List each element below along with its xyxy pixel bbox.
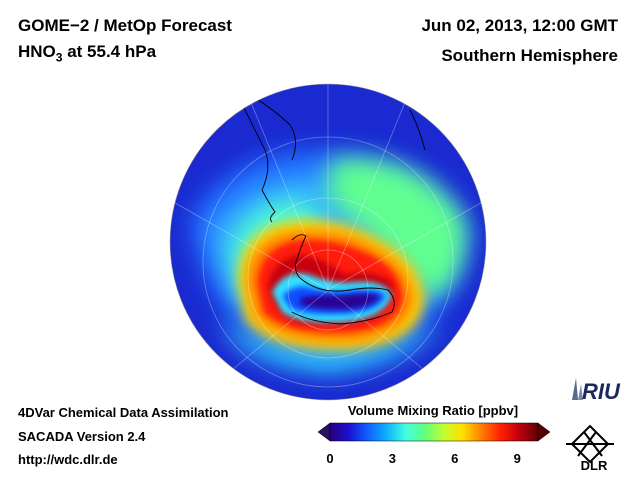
colorbar: [318, 422, 550, 442]
datetime-label: Jun 02, 2013, 12:00 GMT: [421, 16, 618, 35]
vmr-field: [170, 84, 486, 400]
colorbar-tick-label: 6: [451, 451, 459, 466]
species-name: HNO: [18, 42, 56, 61]
colorbar-tick-label: 3: [388, 451, 397, 466]
colorbar-gradient: [329, 422, 539, 442]
pressure-level: at 55.4 hPa: [62, 42, 157, 61]
dlr-logo: DLR: [566, 424, 614, 473]
riu-logo-text: RIU: [582, 379, 621, 404]
region-label: Southern Hemisphere: [441, 46, 618, 65]
colorbar-min-arrow: [318, 422, 331, 442]
colorbar-tick-label: 0: [326, 451, 334, 466]
colorbar-max-arrow: [537, 422, 550, 442]
species-subscript: 3: [55, 50, 63, 65]
footer-line-2: SACADA Version 2.4: [18, 429, 146, 444]
footer-url: http://wdc.dlr.de: [18, 452, 118, 467]
colorbar-tick-label: 9: [513, 451, 521, 466]
footer-line-1: 4DVar Chemical Data Assimilation: [18, 405, 229, 420]
colorbar-title: Volume Mixing Ratio [ppbv]: [347, 403, 519, 418]
dlr-logo-text: DLR: [581, 458, 608, 473]
product-title: GOME−2 / MetOp Forecast: [18, 16, 232, 35]
riu-logo: RIU: [572, 378, 621, 404]
species-title: HNO3 at 55.4 hPa: [18, 42, 156, 64]
